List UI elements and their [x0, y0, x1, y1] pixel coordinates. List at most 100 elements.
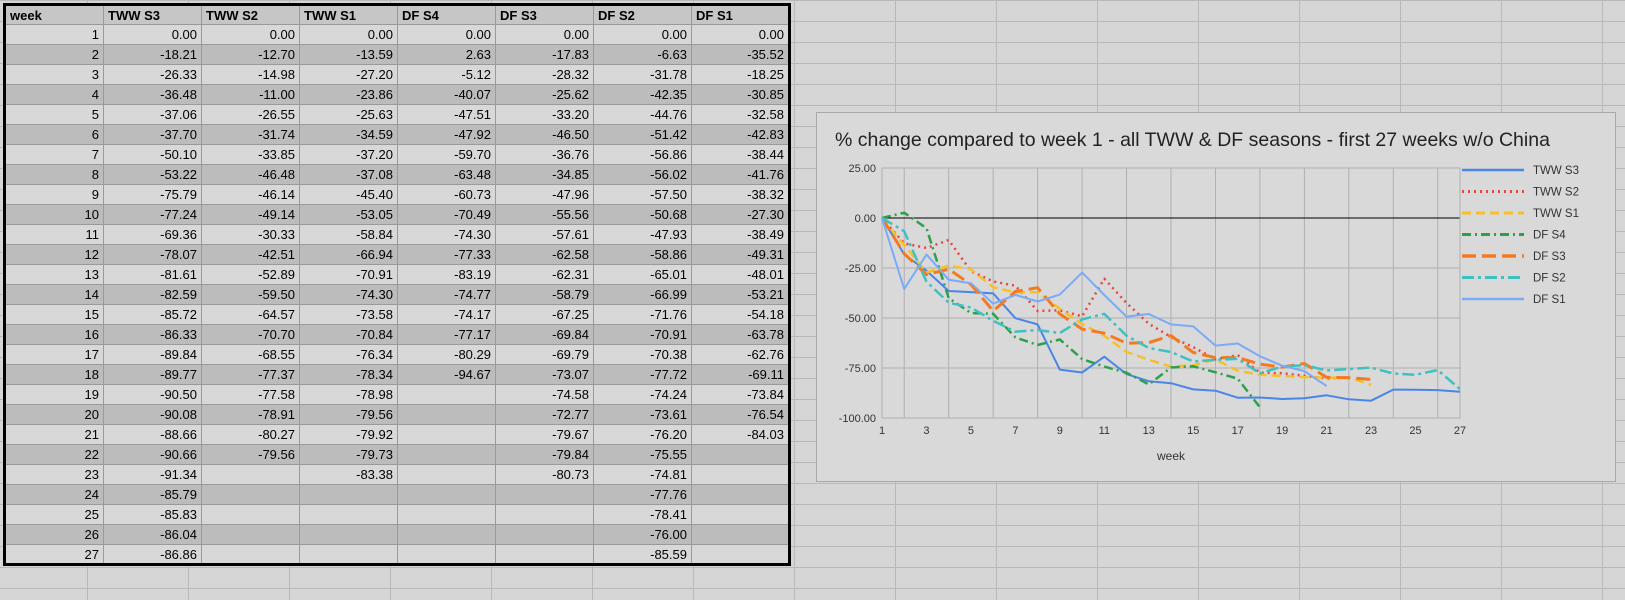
value-cell[interactable]: -69.36 [103, 224, 202, 245]
value-cell[interactable]: 0.00 [201, 24, 300, 45]
column-header[interactable]: DF S4 [397, 4, 496, 25]
value-cell[interactable]: -33.20 [495, 104, 594, 125]
value-cell[interactable]: -53.05 [299, 204, 398, 225]
week-cell[interactable]: 25 [4, 504, 104, 525]
column-header[interactable]: DF S1 [691, 4, 790, 25]
chart-panel[interactable]: % change compared to week 1 - all TWW & … [816, 112, 1616, 482]
value-cell[interactable]: -59.50 [201, 284, 300, 305]
value-cell[interactable]: -76.54 [691, 404, 790, 425]
value-cell[interactable]: -44.76 [593, 104, 692, 125]
value-cell[interactable]: -62.58 [495, 244, 594, 265]
value-cell[interactable]: -90.66 [103, 444, 202, 465]
value-cell[interactable]: -76.20 [593, 424, 692, 445]
value-cell[interactable]: 0.00 [593, 24, 692, 45]
value-cell[interactable]: -82.59 [103, 284, 202, 305]
value-cell[interactable]: -47.51 [397, 104, 496, 125]
value-cell[interactable]: -70.38 [593, 344, 692, 365]
value-cell[interactable]: -70.70 [201, 324, 300, 345]
value-cell[interactable]: -57.50 [593, 184, 692, 205]
value-cell[interactable]: -69.84 [495, 324, 594, 345]
value-cell[interactable]: -91.34 [103, 464, 202, 485]
week-cell[interactable]: 12 [4, 244, 104, 265]
value-cell[interactable] [397, 444, 496, 465]
value-cell[interactable]: -75.55 [593, 444, 692, 465]
value-cell[interactable]: -89.84 [103, 344, 202, 365]
value-cell[interactable]: -30.85 [691, 84, 790, 105]
value-cell[interactable]: -47.93 [593, 224, 692, 245]
week-cell[interactable]: 26 [4, 524, 104, 545]
value-cell[interactable]: -63.78 [691, 324, 790, 345]
value-cell[interactable]: -85.59 [593, 544, 692, 565]
week-cell[interactable]: 6 [4, 124, 104, 145]
value-cell[interactable]: -80.27 [201, 424, 300, 445]
value-cell[interactable]: -90.08 [103, 404, 202, 425]
value-cell[interactable] [691, 524, 790, 545]
value-cell[interactable]: -77.58 [201, 384, 300, 405]
value-cell[interactable]: -70.84 [299, 324, 398, 345]
value-cell[interactable] [495, 524, 594, 545]
value-cell[interactable]: -79.56 [201, 444, 300, 465]
value-cell[interactable]: -35.52 [691, 44, 790, 65]
week-cell[interactable]: 21 [4, 424, 104, 445]
value-cell[interactable]: -26.55 [201, 104, 300, 125]
value-cell[interactable]: -66.99 [593, 284, 692, 305]
value-cell[interactable]: -69.11 [691, 364, 790, 385]
value-cell[interactable]: -85.83 [103, 504, 202, 525]
value-cell[interactable]: -40.07 [397, 84, 496, 105]
value-cell[interactable]: 0.00 [397, 24, 496, 45]
value-cell[interactable]: -38.49 [691, 224, 790, 245]
value-cell[interactable]: -53.22 [103, 164, 202, 185]
value-cell[interactable]: -5.12 [397, 64, 496, 85]
value-cell[interactable]: -77.76 [593, 484, 692, 505]
value-cell[interactable]: -37.08 [299, 164, 398, 185]
value-cell[interactable] [299, 484, 398, 505]
week-cell[interactable]: 2 [4, 44, 104, 65]
value-cell[interactable] [397, 384, 496, 405]
value-cell[interactable] [691, 484, 790, 505]
value-cell[interactable]: -71.76 [593, 304, 692, 325]
value-cell[interactable]: -77.24 [103, 204, 202, 225]
value-cell[interactable]: -58.79 [495, 284, 594, 305]
value-cell[interactable]: -27.30 [691, 204, 790, 225]
week-cell[interactable]: 1 [4, 24, 104, 45]
value-cell[interactable]: -69.79 [495, 344, 594, 365]
value-cell[interactable]: -23.86 [299, 84, 398, 105]
value-cell[interactable]: -42.51 [201, 244, 300, 265]
value-cell[interactable]: -31.74 [201, 124, 300, 145]
value-cell[interactable]: -57.61 [495, 224, 594, 245]
value-cell[interactable]: -58.84 [299, 224, 398, 245]
value-cell[interactable] [397, 504, 496, 525]
value-cell[interactable]: -38.32 [691, 184, 790, 205]
value-cell[interactable]: -28.32 [495, 64, 594, 85]
value-cell[interactable]: -31.78 [593, 64, 692, 85]
value-cell[interactable] [691, 444, 790, 465]
value-cell[interactable]: -18.25 [691, 64, 790, 85]
value-cell[interactable]: -47.92 [397, 124, 496, 145]
value-cell[interactable]: -75.79 [103, 184, 202, 205]
column-header[interactable]: week [4, 4, 104, 25]
value-cell[interactable]: -14.98 [201, 64, 300, 85]
value-cell[interactable]: -51.42 [593, 124, 692, 145]
value-cell[interactable]: -26.33 [103, 64, 202, 85]
value-cell[interactable]: -46.14 [201, 184, 300, 205]
value-cell[interactable]: -73.84 [691, 384, 790, 405]
value-cell[interactable] [495, 544, 594, 565]
value-cell[interactable]: -59.70 [397, 144, 496, 165]
week-cell[interactable]: 9 [4, 184, 104, 205]
value-cell[interactable]: -65.01 [593, 264, 692, 285]
value-cell[interactable]: -53.21 [691, 284, 790, 305]
value-cell[interactable] [397, 484, 496, 505]
week-cell[interactable]: 16 [4, 324, 104, 345]
value-cell[interactable]: -50.10 [103, 144, 202, 165]
value-cell[interactable]: -74.58 [495, 384, 594, 405]
value-cell[interactable]: -86.04 [103, 524, 202, 545]
value-cell[interactable]: -89.77 [103, 364, 202, 385]
value-cell[interactable]: -74.81 [593, 464, 692, 485]
value-cell[interactable]: -70.91 [299, 264, 398, 285]
value-cell[interactable]: -64.57 [201, 304, 300, 325]
value-cell[interactable]: -86.86 [103, 544, 202, 565]
value-cell[interactable]: -46.48 [201, 164, 300, 185]
value-cell[interactable] [299, 544, 398, 565]
value-cell[interactable] [201, 504, 300, 525]
value-cell[interactable] [299, 504, 398, 525]
